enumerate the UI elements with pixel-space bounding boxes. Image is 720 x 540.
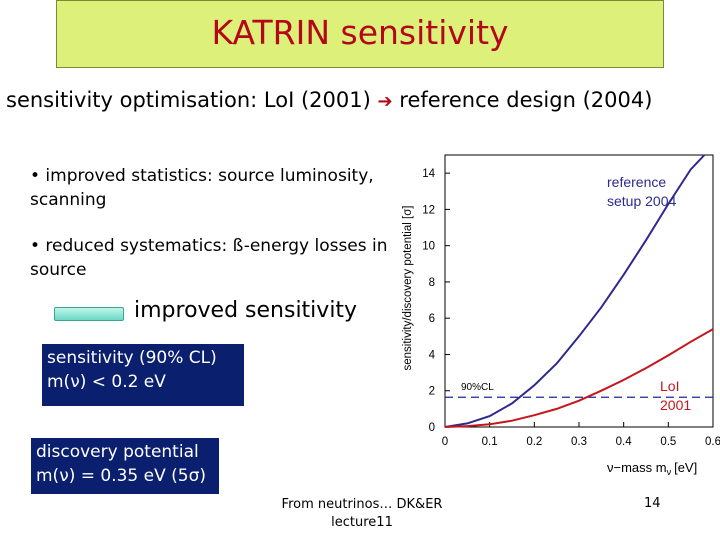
x-tick-label: 0.5 [660, 436, 676, 448]
curves [444, 154, 714, 428]
x-tick-label: 0.6 [705, 436, 720, 448]
x-axis-label: ν−mass mν [eV] [607, 460, 697, 477]
sensitivity-box-line1: sensitivity (90% CL) [47, 348, 217, 368]
subtitle-right: reference design (2004) [399, 88, 653, 112]
subtitle-left: sensitivity optimisation: LoI (2001) [6, 88, 371, 112]
discovery-box-line2: m(ν) = 0.35 eV (5σ) [36, 466, 206, 486]
x-axis-label-sub: ν [667, 467, 672, 477]
y-tick-label: 0 [429, 422, 435, 434]
reference-curve [444, 154, 706, 428]
right-arrow-icon: ➔ [377, 91, 393, 112]
arrow-bar-icon [54, 307, 124, 321]
x-axis-ticks: 0 0.1 0.2 0.3 0.4 0.5 0.6 [442, 422, 720, 448]
bullet-statistics: • improved statistics: source luminosity… [30, 166, 374, 210]
x-tick-label: 0.1 [482, 436, 498, 448]
y-tick-label: 2 [429, 386, 435, 398]
loi-legend-line2: 2001 [660, 397, 691, 413]
loi-legend-line1: LoI [660, 378, 679, 394]
improved-sensitivity-label: improved sensitivity [134, 298, 358, 323]
x-axis-label-main: ν−mass m [607, 460, 667, 475]
discovery-box: discovery potential m(ν) = 0.35 eV (5σ) [31, 438, 219, 494]
bullet-systematics: • reduced systematics: ß-energy losses i… [30, 236, 388, 280]
footer-text: From neutrinos… DK&ER lecture11 [281, 497, 443, 530]
x-axis-label-unit: [eV] [674, 460, 697, 475]
subtitle: sensitivity optimisation: LoI (2001) ➔ r… [6, 88, 652, 112]
y-tick-label: 14 [422, 168, 435, 180]
y-tick-label: 12 [422, 204, 435, 216]
y-tick-label: 10 [422, 241, 435, 253]
x-tick-label: 0.3 [571, 436, 587, 448]
y-axis-ticks: 0 2 4 6 8 10 12 14 [422, 168, 450, 434]
slide-title: KATRIN sensitivity [211, 13, 509, 52]
y-tick-label: 8 [429, 277, 435, 289]
sensitivity-box: sensitivity (90% CL) m(ν) < 0.2 eV [42, 344, 244, 406]
reference-legend-line2: setup 2004 [607, 193, 676, 209]
x-tick-label: 0.4 [616, 436, 633, 448]
reference-legend-line1: reference [607, 174, 666, 190]
x-tick-label: 0.2 [526, 436, 542, 448]
sensitivity-box-line2: m(ν) < 0.2 eV [47, 372, 166, 392]
sensitivity-chart: 0 2 4 6 8 10 12 14 0 0.1 0.2 0.3 0.4 0.5 0.6 sensitiv… [402, 154, 720, 477]
page-number: 14 [644, 496, 661, 511]
x-tick-label: 0 [442, 436, 448, 448]
y-tick-label: 4 [429, 349, 436, 361]
title-banner: KATRIN sensitivity [56, 0, 664, 68]
y-axis-label: sensitivity/discovery potential [σ] [402, 206, 414, 371]
discovery-box-line1: discovery potential [36, 442, 199, 462]
loi-curve [444, 328, 714, 428]
y-tick-label: 6 [429, 313, 435, 325]
cl-label: 90%CL [461, 382, 494, 393]
